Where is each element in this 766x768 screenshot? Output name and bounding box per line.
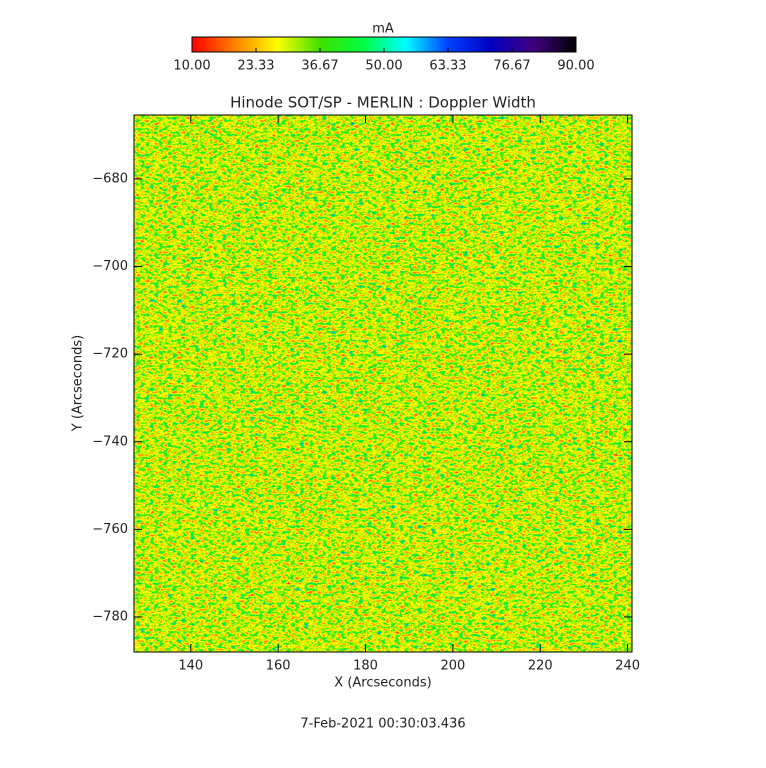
colorbar-tick-label: 10.00 [173, 59, 210, 74]
x-tick-label: 200 [440, 659, 465, 674]
colorbar-tick-label: 23.33 [237, 59, 274, 74]
x-tick-label: 240 [615, 659, 640, 674]
x-tick-label: 160 [266, 659, 291, 674]
y-tick-label: −680 [92, 171, 128, 186]
heatmap-image [134, 115, 632, 652]
x-tick-label: 180 [353, 659, 378, 674]
x-axis-label: X (Arcseconds) [334, 676, 431, 691]
x-tick-label: 220 [528, 659, 553, 674]
y-tick-label: −760 [92, 522, 128, 537]
x-tick-label: 140 [178, 659, 203, 674]
y-tick-label: −720 [92, 347, 128, 362]
date-stamp: 7-Feb-2021 00:30:03.436 [300, 717, 465, 732]
y-tick-label: −700 [92, 259, 128, 274]
y-axis-label: Y (Arcseconds) [71, 335, 86, 432]
plot-frame [133, 114, 633, 653]
colorbar-tick-label: 63.33 [429, 59, 466, 74]
chart-title: Hinode SOT/SP - MERLIN : Doppler Width [230, 94, 536, 112]
colorbar-tick-label: 76.67 [493, 59, 530, 74]
colorbar-tick-label: 50.00 [365, 59, 402, 74]
y-tick-label: −740 [92, 434, 128, 449]
colorbar-label: mA [372, 22, 394, 37]
colorbar-tick-label: 36.67 [301, 59, 338, 74]
y-tick-label: −780 [92, 609, 128, 624]
colorbar-tick-label: 90.00 [557, 59, 594, 74]
